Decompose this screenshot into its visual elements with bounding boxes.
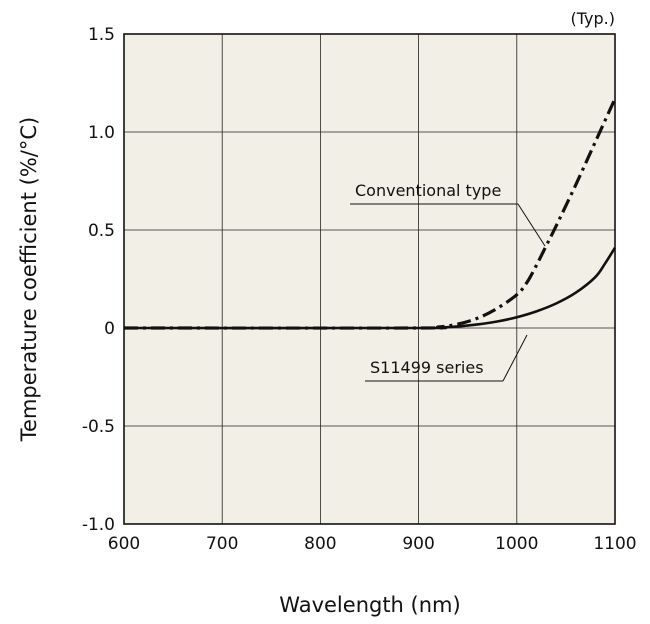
- y-tick-label: 0.5: [88, 221, 115, 241]
- y-tick-label: -1.0: [82, 515, 115, 535]
- series-layer: [123, 98, 617, 330]
- y-tick-label: 0: [104, 319, 115, 339]
- y-tick-labels: -1.0 -0.5 0 0.5 1.0 1.5: [82, 25, 115, 535]
- x-axis-label: Wavelength (nm): [279, 593, 460, 617]
- x-tick-label: 700: [206, 534, 238, 554]
- annotation-s11499-series: S11499 series: [365, 334, 528, 382]
- annotation-s11499-series-label: S11499 series: [370, 358, 484, 377]
- conventional-type-line: [123, 98, 617, 330]
- annotation-conventional-type-label: Conventional type: [355, 181, 501, 200]
- plot-area: [124, 34, 615, 524]
- x-tick-label: 900: [402, 534, 434, 554]
- annotation-s11499-series-leader: [502, 334, 528, 382]
- y-tick-label: 1.0: [88, 123, 115, 143]
- x-tick-labels: 600 700 800 900 1000 1100: [108, 534, 637, 554]
- y-tick-label: -0.5: [82, 417, 115, 437]
- x-tick-label: 800: [304, 534, 336, 554]
- typ-note: (Typ.): [571, 9, 615, 28]
- annotation-conventional-type: Conventional type: [350, 181, 546, 247]
- y-tick-label: 1.5: [88, 25, 115, 45]
- plot-frame: [123, 33, 616, 525]
- x-tick-label: 1000: [495, 534, 538, 554]
- x-tick-label: 1100: [593, 534, 636, 554]
- annotation-conventional-type-leader: [517, 203, 546, 247]
- y-axis-label: Temperature coefficient (%/°C): [17, 117, 41, 442]
- x-tick-label: 600: [108, 534, 140, 554]
